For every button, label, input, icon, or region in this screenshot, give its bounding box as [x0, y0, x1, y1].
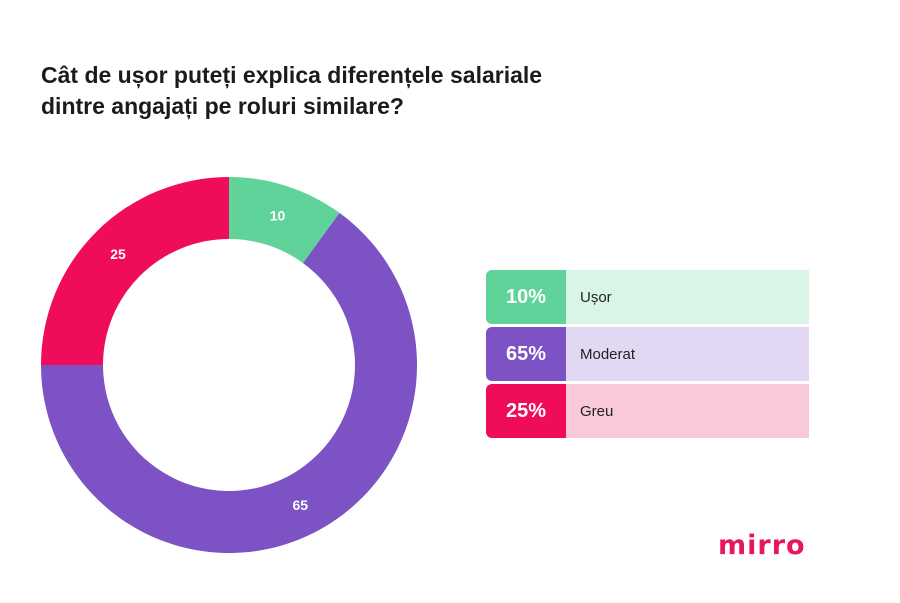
legend-label: Moderat	[566, 327, 809, 381]
donut-chart: 10 65 25	[41, 177, 418, 554]
legend: 10% Ușor 65% Moderat 25% Greu	[486, 270, 809, 441]
mirro-logo: mirro	[718, 530, 806, 561]
donut-value-label: 65	[292, 497, 308, 513]
legend-label: Greu	[566, 384, 809, 438]
donut-slice-ușor	[229, 177, 340, 264]
chart-title-line-2: dintre angajați pe roluri similare?	[41, 93, 404, 119]
legend-item-usor: 10% Ușor	[486, 270, 809, 324]
chart-title-line-1: Cât de ușor puteți explica diferențele s…	[41, 62, 543, 88]
donut-value-label: 10	[270, 208, 286, 224]
donut-value-label: 25	[110, 246, 126, 262]
legend-percent: 25%	[486, 384, 566, 438]
legend-percent: 65%	[486, 327, 566, 381]
legend-label: Ușor	[566, 270, 809, 324]
donut-slice-moderat	[41, 212, 418, 554]
legend-item-moderat: 65% Moderat	[486, 327, 809, 381]
legend-percent: 10%	[486, 270, 566, 324]
chart-title: Cât de ușor puteți explica diferențele s…	[41, 60, 681, 122]
legend-item-greu: 25% Greu	[486, 384, 809, 438]
donut-slice-greu	[41, 177, 229, 365]
